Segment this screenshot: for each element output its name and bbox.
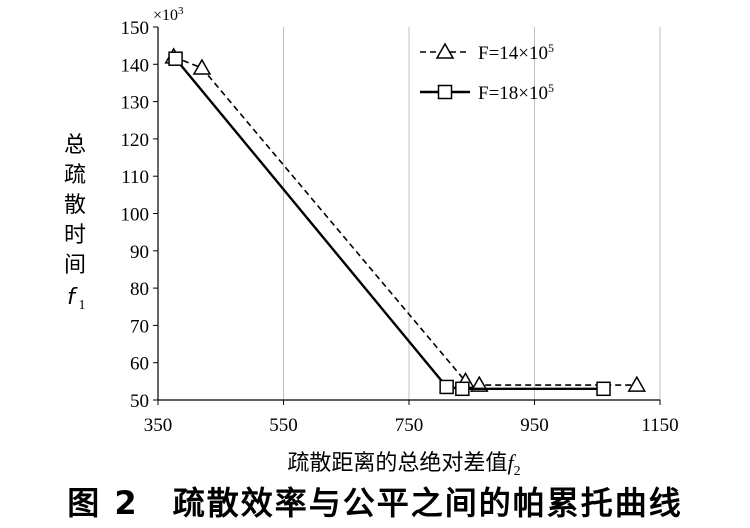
y-title-var-sub: 1 xyxy=(79,298,86,313)
series-0-point-1 xyxy=(192,58,212,75)
series-0-point-3 xyxy=(469,375,489,392)
y-multiplier-exp: 3 xyxy=(178,5,184,17)
legend-label-0: F=14×105 xyxy=(478,41,554,64)
legend-label-base-1: F=18×10 xyxy=(478,83,548,104)
series-layer xyxy=(164,47,647,397)
y-tick-label-80: 80 xyxy=(130,279,149,300)
y-tick-label-140: 140 xyxy=(121,55,150,76)
chart: 50 60 70 80 90 100 110 120 130 140 150 350 550 750 950… xyxy=(64,5,679,478)
x-axis-title-text: 疏散距离的总绝对差值 xyxy=(287,451,507,476)
x-tick-label-950: 950 xyxy=(520,415,549,436)
series-line-0 xyxy=(173,56,637,386)
legend-marker-1 xyxy=(437,84,453,100)
ticks: 50 60 70 80 90 100 110 120 130 140 150 350 550 750 950… xyxy=(121,18,679,436)
series-1-point-0 xyxy=(168,51,183,66)
legend-label-exp-1: 5 xyxy=(548,81,554,95)
y-title-char-4: 间 xyxy=(64,253,86,278)
x-tick-label-750: 750 xyxy=(395,415,424,436)
legend-label-exp-0: 5 xyxy=(548,41,554,55)
y-tick-label-70: 70 xyxy=(130,316,149,337)
y-tick-label-120: 120 xyxy=(121,130,150,151)
figure-caption: 图 2 疏散效率与公平之间的帕累托曲线 xyxy=(67,484,683,522)
x-tick-label-550: 550 xyxy=(269,415,298,436)
y-multiplier-base: ×10 xyxy=(153,7,178,24)
series-1-point-2 xyxy=(455,381,470,397)
y-tick-label-110: 110 xyxy=(121,167,149,188)
y-title-char-2: 散 xyxy=(64,193,86,218)
grid xyxy=(283,27,661,400)
y-tick-label-60: 60 xyxy=(130,354,149,375)
x-axis-var-sub: 2 xyxy=(514,464,521,478)
y-title-char-0: 总 xyxy=(64,133,86,158)
y-title-char-1: 疏 xyxy=(64,163,86,188)
series-line-1 xyxy=(174,57,604,391)
series-0-point-4 xyxy=(627,375,647,392)
x-axis-var: f xyxy=(507,450,516,475)
y-tick-label-50: 50 xyxy=(130,391,149,412)
y-tick-label-90: 90 xyxy=(130,242,149,263)
x-axis-title: 疏散距离的总绝对差值f2 xyxy=(287,450,520,478)
legend-label-1: F=18×105 xyxy=(478,81,554,104)
x-tick-label-350: 350 xyxy=(144,415,173,436)
series-1-point-3 xyxy=(596,381,611,397)
y-title-char-3: 时 xyxy=(64,223,86,248)
y-title-var: f xyxy=(67,285,78,310)
y-tick-label-130: 130 xyxy=(121,93,150,114)
legend-marker-0 xyxy=(435,42,455,59)
y-tick-label-150: 150 xyxy=(121,18,150,39)
y-multiplier: ×103 xyxy=(153,5,184,24)
y-tick-label-100: 100 xyxy=(121,205,150,226)
legend-label-base-0: F=14×10 xyxy=(478,43,548,64)
x-tick-label-1150: 1150 xyxy=(641,415,678,436)
series-1-point-1 xyxy=(439,379,454,395)
